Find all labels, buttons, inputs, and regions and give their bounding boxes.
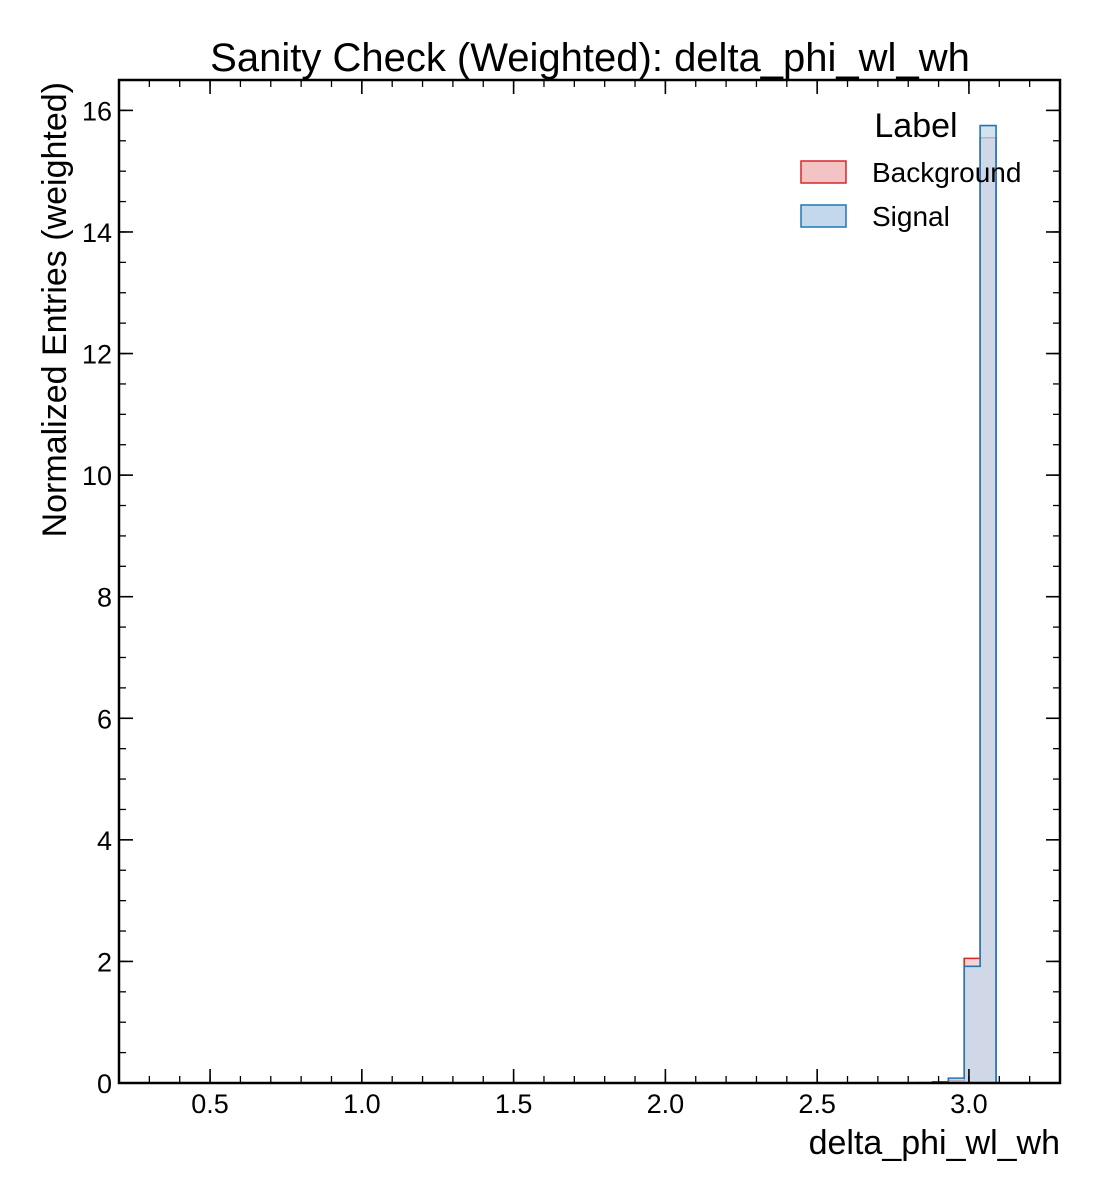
y-tick-label: 12 xyxy=(82,340,112,370)
x-tick-label: 3.0 xyxy=(950,1089,988,1119)
y-tick-label: 6 xyxy=(97,704,112,734)
x-tick-label: 0.5 xyxy=(191,1089,229,1119)
x-axis-ticks: 0.5 1.0 1.5 2.0 2.5 3.0 xyxy=(118,80,1061,1119)
x-tick-label: 1.0 xyxy=(343,1089,381,1119)
bar-signal-2 xyxy=(948,1078,965,1083)
bar-signal-3 xyxy=(964,966,981,1083)
y-axis-label: Normalized Entries (weighted) xyxy=(36,82,74,537)
y-tick-label: 10 xyxy=(82,461,112,491)
y-tick-label: 14 xyxy=(82,218,112,248)
chart-title: Sanity Check (Weighted): delta_phi_wl_wh xyxy=(210,36,970,80)
series-background xyxy=(915,136,1012,1084)
y-axis-ticks: 0 2 4 6 8 10 12 14 16 xyxy=(82,79,1060,1099)
x-tick-label: 1.5 xyxy=(495,1089,533,1119)
plot-frame xyxy=(117,78,1062,1085)
y-tick-label: 2 xyxy=(97,947,112,977)
bar-signal-4 xyxy=(980,125,997,1083)
legend-title: Label xyxy=(874,107,957,145)
legend-swatch-signal xyxy=(800,204,847,228)
y-tick-label: 0 xyxy=(97,1069,112,1099)
legend: Label Background Signal xyxy=(800,107,1021,232)
legend-swatch-background xyxy=(800,160,847,184)
x-tick-label: 2.5 xyxy=(798,1089,836,1119)
x-tick-label: 2.0 xyxy=(647,1089,685,1119)
y-tick-label: 16 xyxy=(82,96,112,126)
series-signal xyxy=(916,124,1012,1084)
legend-label-background: Background xyxy=(872,157,1021,188)
plot-area xyxy=(915,124,1012,1084)
x-axis-label: delta_phi_wl_wh xyxy=(809,1124,1060,1162)
step-outline-background xyxy=(915,136,1012,1084)
y-tick-label: 4 xyxy=(97,826,112,856)
y-tick-label: 8 xyxy=(97,583,112,613)
legend-label-signal: Signal xyxy=(872,201,950,232)
step-outline-signal xyxy=(916,124,1012,1084)
